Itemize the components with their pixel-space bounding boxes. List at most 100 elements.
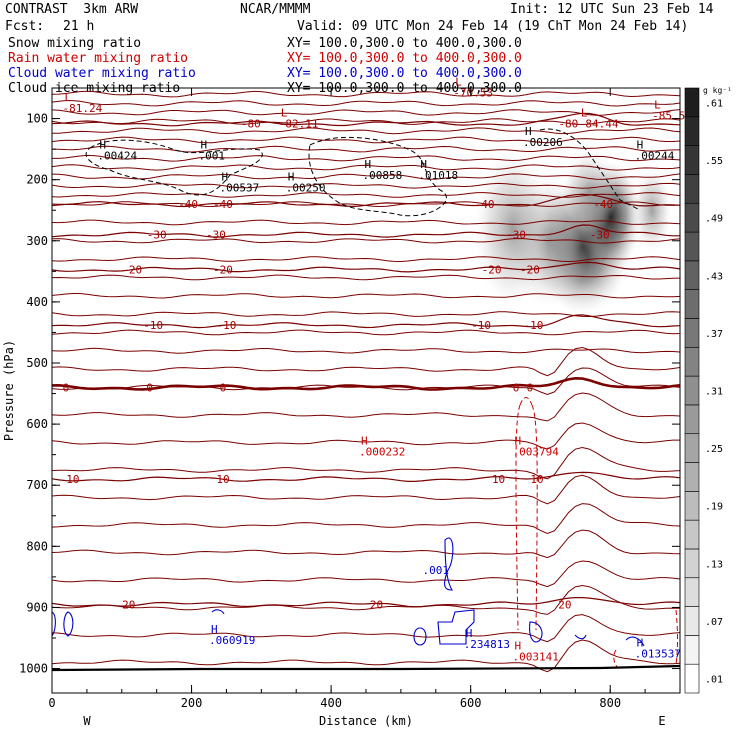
colorbar-bin (684, 519, 700, 550)
extremum-value: .000232 (359, 446, 405, 459)
temperature-contour (52, 293, 680, 299)
extremum-value: .00858 (363, 169, 403, 182)
cloud-water-contour (574, 634, 587, 640)
snow-shade-blob (632, 167, 672, 254)
temperature-label: 10 (492, 473, 505, 486)
temperature-label: -40 (178, 198, 198, 211)
temperature-contour (52, 639, 680, 673)
high-marker: H (420, 158, 427, 171)
colorbar-label: .13 (705, 559, 723, 570)
colorbar-bin (684, 87, 700, 118)
snow-shade-blob (474, 149, 551, 308)
ice-contour (85, 139, 263, 196)
temperature-label: 0 (527, 381, 534, 394)
temperature-contour (52, 446, 680, 480)
temperature-contour (52, 219, 680, 226)
cloud-water-contour (437, 609, 475, 645)
surface-line (51, 664, 681, 672)
temperature-label: -20 (213, 264, 233, 277)
high-marker: H (525, 125, 532, 138)
colorbar-bin (684, 202, 700, 233)
temperature-contour-labeled (52, 376, 680, 391)
temperature-contour (52, 614, 680, 643)
cloud-water-contour (444, 537, 454, 591)
ice-contour (539, 128, 641, 211)
fcst-value: 21 h (63, 19, 95, 34)
colorbar-bin (684, 635, 700, 665)
rain-contour (531, 404, 538, 631)
colorbar-label: .31 (705, 387, 723, 398)
temperature-label: -80 (241, 117, 261, 130)
rain-contour (519, 397, 533, 406)
colorbar-bin (684, 433, 700, 463)
rain-contour (675, 609, 678, 666)
temperature-label: 10 (216, 473, 229, 486)
temperature-contour (52, 154, 680, 162)
temperature-label: -10 (143, 319, 163, 332)
y-axis-label: Pressure (hPa) (2, 340, 16, 441)
cloud-water-contour (413, 627, 427, 646)
field-rain-name: Rain water mixing ratio (8, 51, 189, 66)
temperature-label: 0 (146, 381, 153, 394)
temperature-label: -40 (593, 198, 613, 211)
temperature-label: 20 (122, 598, 135, 611)
temperature-contour (52, 90, 680, 98)
high-marker: H (637, 138, 644, 151)
temperature-contour (52, 256, 680, 263)
init-time: Init: 12 UTC Sun 23 Feb 14 (510, 2, 714, 17)
valid-time: Valid: 09 UTC Mon 24 Feb 14 (19 ChT Mon … (297, 19, 689, 34)
temperature-contour (52, 136, 680, 144)
y-tick-label: 400 (26, 295, 48, 309)
temperature-label: -30 (506, 229, 526, 242)
extremum-value: .00537 (219, 182, 259, 195)
field-snow-xy: XY= 100.0,300.0 to 400.0,300.0 (287, 36, 522, 51)
temperature-label: 0 (63, 381, 70, 394)
high-marker: H (361, 435, 368, 448)
snow-shade-blob (561, 149, 618, 235)
extremum-value: .00424 (97, 149, 137, 162)
high-marker: H (201, 138, 208, 151)
cloud-water-contour (63, 611, 74, 637)
temperature-contour (52, 529, 680, 559)
colorbar-label: .43 (705, 271, 723, 282)
temperature-label: 10 (66, 473, 79, 486)
extremum-value: -84.44 (579, 118, 619, 131)
temperature-contour (52, 422, 680, 450)
ice-contour (308, 136, 447, 217)
colorbar-bin (684, 231, 700, 262)
cloud-water-contour (529, 621, 543, 643)
temperature-contour (52, 474, 680, 505)
cloud-water-contour (211, 609, 225, 615)
temperature-contour (52, 346, 680, 377)
extremum-value: -85.5 (652, 110, 685, 123)
y-tick-label: 700 (26, 478, 48, 492)
extremum-value: .00244 (635, 149, 675, 162)
extremum-value: -81.24 (62, 102, 102, 115)
temperature-label: -30 (590, 229, 610, 242)
cloud-water-contour (52, 611, 56, 637)
temperature-contour (52, 347, 680, 354)
colorbar-bin (684, 145, 700, 175)
colorbar-bin (684, 174, 700, 204)
high-marker: H (637, 636, 644, 649)
model-title: CONTRAST 3km ARW (5, 2, 139, 17)
temperature-contours: -80 -80 -40 -40 -40 -40 -30 -30 -30 -30 -20 -20 -20 -… (52, 90, 680, 673)
colorbar-bin (684, 116, 700, 146)
y-tick-label: 500 (26, 356, 48, 370)
extremum-value: .234813 (464, 638, 510, 651)
temperature-contour-labeled (52, 193, 680, 208)
y-tick-label: 300 (26, 234, 48, 248)
temperature-contour (52, 173, 680, 180)
y-tick-label: 800 (26, 539, 48, 553)
extremum-value: .00206 (523, 136, 563, 149)
temperature-contour (52, 584, 680, 615)
center-title: NCAR/MMMM (240, 2, 311, 17)
temperature-contour-labeled (52, 314, 680, 329)
extremum-value: .003141 (513, 650, 559, 663)
temperature-label: -10 (217, 319, 237, 332)
colorbar-unit: g kg⁻¹ (703, 86, 732, 95)
cloud-water-contours (52, 537, 645, 647)
y-tick-label: 600 (26, 417, 48, 431)
temperature-contour (52, 109, 680, 116)
